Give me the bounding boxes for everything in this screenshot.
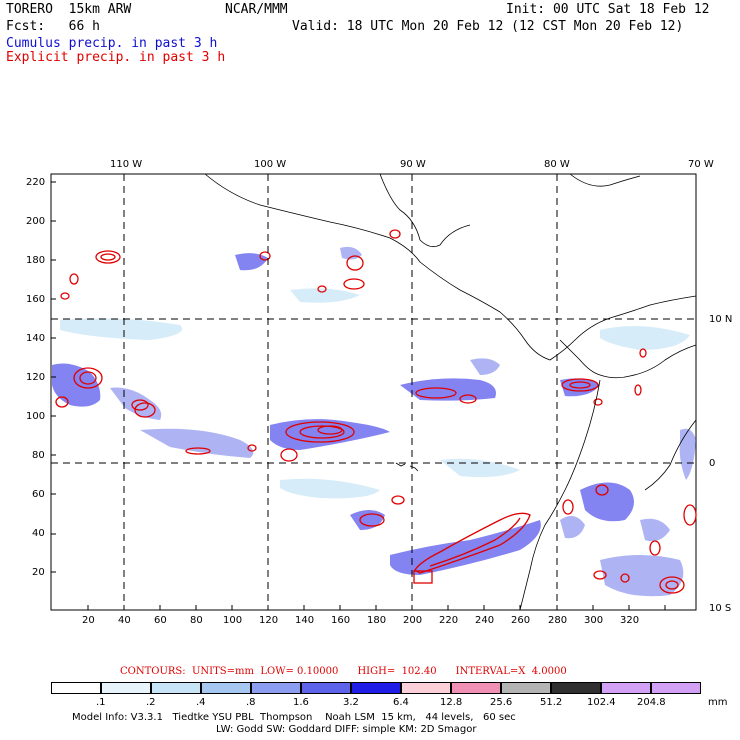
y-tick-label: 200 bbox=[26, 216, 46, 227]
x-tick-label: 80 bbox=[190, 615, 203, 626]
y-tick-label: 220 bbox=[26, 177, 46, 188]
colorbar-swatch bbox=[401, 682, 451, 694]
map-frame bbox=[50, 173, 697, 611]
lat-label: 0 bbox=[709, 458, 716, 469]
colorbar-label: 1.6 bbox=[293, 697, 309, 708]
colorbar-label: .1 bbox=[96, 697, 106, 708]
colorbar-swatch bbox=[251, 682, 301, 694]
colorbar-label: .2 bbox=[146, 697, 156, 708]
x-tick-label: 240 bbox=[475, 615, 495, 626]
axis-ticks bbox=[51, 181, 666, 610]
y-tick-label: 180 bbox=[26, 255, 46, 266]
lon-label: 110 W bbox=[110, 159, 143, 170]
x-tick-label: 300 bbox=[584, 615, 604, 626]
model-info: Model Info: V3.3.1 Tiedtke YSU PBL Thomp… bbox=[72, 712, 516, 723]
y-tick-label: 120 bbox=[26, 372, 46, 383]
colorbar-swatch bbox=[301, 682, 351, 694]
colorbar-label: .4 bbox=[196, 697, 206, 708]
x-tick-label: 280 bbox=[548, 615, 568, 626]
y-tick-label: 140 bbox=[26, 333, 46, 344]
colorbar-label: 102.4 bbox=[587, 697, 616, 708]
x-tick-label: 100 bbox=[223, 615, 243, 626]
colorbar-label: 3.2 bbox=[343, 697, 359, 708]
y-tick-label: 100 bbox=[26, 411, 46, 422]
valid-time: Valid: 18 UTC Mon 20 Feb 12 (12 CST Mon … bbox=[292, 19, 684, 34]
x-tick-label: 120 bbox=[259, 615, 279, 626]
physics-info: LW: Godd SW: Goddard DIFF: simple KM: 2D… bbox=[216, 724, 477, 735]
y-tick-label: 20 bbox=[32, 567, 45, 578]
colorbar-label: 25.6 bbox=[490, 697, 513, 708]
lat-label: 10 S bbox=[709, 603, 732, 614]
colorbar-label: 51.2 bbox=[540, 697, 563, 708]
colorbar-swatch bbox=[451, 682, 501, 694]
lon-label: 100 W bbox=[254, 159, 287, 170]
x-tick-label: 320 bbox=[620, 615, 640, 626]
colorbar-swatch bbox=[651, 682, 701, 694]
x-tick-label: 180 bbox=[367, 615, 387, 626]
colorbar-label: 204.8 bbox=[637, 697, 666, 708]
x-tick-label: 220 bbox=[439, 615, 459, 626]
latlon-grid bbox=[51, 174, 696, 610]
lon-label: 80 W bbox=[544, 159, 570, 170]
colorbar-swatch bbox=[51, 682, 101, 694]
x-tick-label: 40 bbox=[118, 615, 131, 626]
colorbar-swatch bbox=[501, 682, 551, 694]
cumulus-precip-areas bbox=[52, 246, 696, 597]
colorbar-swatch bbox=[151, 682, 201, 694]
legend-explicit: Explicit precip. in past 3 h bbox=[6, 50, 226, 65]
x-tick-label: 60 bbox=[154, 615, 167, 626]
colorbar-label: 6.4 bbox=[393, 697, 409, 708]
colorbar-label: 12.8 bbox=[440, 697, 463, 708]
y-tick-label: 80 bbox=[32, 450, 45, 461]
y-tick-label: 160 bbox=[26, 294, 46, 305]
x-tick-label: 20 bbox=[82, 615, 95, 626]
org-label: NCAR/MMM bbox=[225, 2, 288, 17]
x-tick-label: 200 bbox=[403, 615, 423, 626]
colorbar-swatch bbox=[551, 682, 601, 694]
contour-info: CONTOURS: UNITS=mm LOW= 0.10000 HIGH= 10… bbox=[120, 666, 567, 677]
lon-label: 90 W bbox=[400, 159, 426, 170]
explicit-precip-contours bbox=[55, 229, 697, 594]
forecast-hour: Fcst: 66 h bbox=[6, 19, 100, 34]
coastlines bbox=[204, 173, 697, 611]
colorbar-swatch bbox=[201, 682, 251, 694]
light-precip-areas bbox=[60, 288, 690, 499]
x-tick-label: 140 bbox=[295, 615, 315, 626]
x-tick-label: 260 bbox=[511, 615, 531, 626]
colorbar-swatch bbox=[601, 682, 651, 694]
y-tick-label: 40 bbox=[32, 528, 45, 539]
lat-label: 10 N bbox=[709, 314, 733, 325]
y-tick-label: 60 bbox=[32, 489, 45, 500]
colorbar-unit: mm bbox=[708, 697, 728, 708]
lon-label: 70 W bbox=[688, 159, 714, 170]
colorbar-label: .8 bbox=[246, 697, 256, 708]
legend-cumulus: Cumulus precip. in past 3 h bbox=[6, 36, 218, 51]
colorbar-swatch bbox=[101, 682, 151, 694]
init-time: Init: 00 UTC Sat 18 Feb 12 bbox=[506, 2, 710, 17]
colorbar-swatch bbox=[351, 682, 401, 694]
x-tick-label: 160 bbox=[331, 615, 351, 626]
model-title: TORERO 15km ARW bbox=[6, 2, 132, 17]
